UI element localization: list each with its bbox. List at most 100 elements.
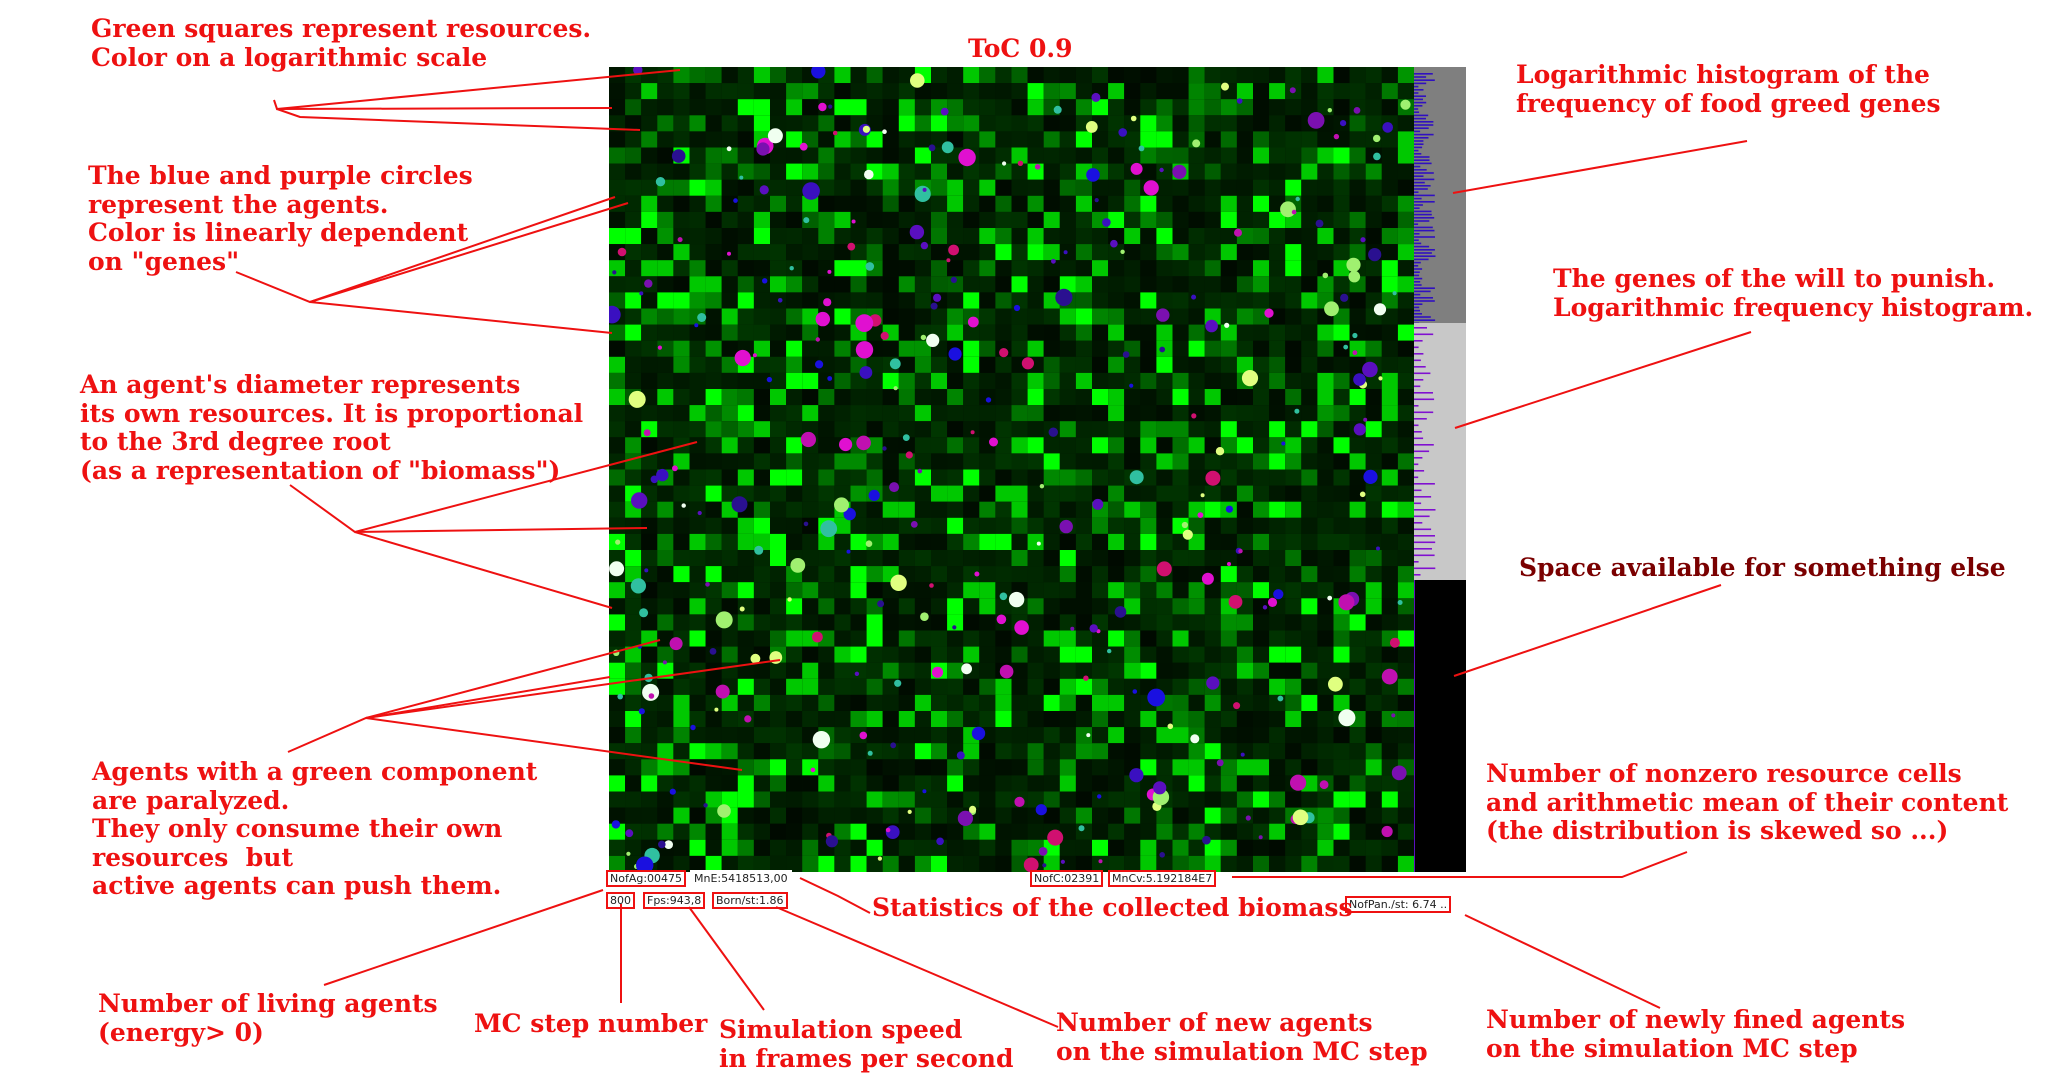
resource-cell <box>1156 598 1173 615</box>
resource-cell <box>1397 630 1414 647</box>
resource-cell <box>1269 711 1286 728</box>
resource-cell <box>1381 67 1398 84</box>
resource-cell <box>1204 662 1221 679</box>
resource-cell <box>753 775 770 792</box>
resource-cell <box>1365 566 1382 583</box>
resource-cell <box>1011 855 1028 872</box>
resource-cell <box>947 501 964 518</box>
resource-cell <box>866 99 883 116</box>
resource-cell <box>1124 67 1141 84</box>
resource-cell <box>1124 308 1141 325</box>
simulation-grid[interactable] <box>609 67 1414 872</box>
resource-cell <box>1301 292 1318 309</box>
resource-cell <box>1156 614 1173 631</box>
agent-circle <box>1234 228 1242 237</box>
resource-cell <box>866 372 883 389</box>
resource-cell <box>1156 517 1173 534</box>
resource-cell <box>1011 839 1028 856</box>
resource-cell <box>1349 308 1366 325</box>
resource-cell <box>673 437 690 454</box>
resource-cell <box>1011 179 1028 196</box>
resource-cell <box>609 211 626 228</box>
resource-cell <box>609 195 626 212</box>
resource-cell <box>1301 614 1318 631</box>
agent-circle <box>1392 291 1397 296</box>
resource-cell <box>1269 678 1286 695</box>
resource-cell <box>995 775 1012 792</box>
agent-circle <box>1039 484 1045 489</box>
resource-cell <box>1108 67 1125 84</box>
resource-cell <box>1156 356 1173 373</box>
resource-cell <box>1011 550 1028 567</box>
agent-circle <box>697 510 702 516</box>
resource-cell <box>931 598 948 615</box>
resource-cell <box>866 115 883 132</box>
resource-cell <box>963 131 980 148</box>
resource-cell <box>1011 211 1028 228</box>
resource-cell <box>834 662 851 679</box>
histogram-bar <box>1414 297 1433 299</box>
resource-cell <box>1188 485 1205 502</box>
resource-cell <box>818 389 835 406</box>
resource-cell <box>657 614 674 631</box>
resource-cell <box>1156 292 1173 309</box>
resource-cell <box>1253 630 1270 647</box>
simulation-canvas[interactable] <box>609 67 1414 872</box>
resource-cell <box>979 694 996 711</box>
resource-cell <box>1236 614 1253 631</box>
resource-cell <box>1381 292 1398 309</box>
resource-cell <box>1317 147 1334 164</box>
agent-circle <box>694 323 699 328</box>
agent-circle <box>705 582 710 587</box>
resource-cell <box>963 839 980 856</box>
resource-cell <box>1204 163 1221 180</box>
resource-cell <box>1317 646 1334 663</box>
resource-cell <box>1027 147 1044 164</box>
resource-cell <box>1204 405 1221 422</box>
resource-cell <box>1301 469 1318 486</box>
resource-cell <box>1172 147 1189 164</box>
resource-cell <box>1011 372 1028 389</box>
resource-cell <box>1397 147 1414 164</box>
resource-cell <box>1108 711 1125 728</box>
resource-cell <box>770 99 787 116</box>
resource-cell <box>1365 694 1382 711</box>
resource-cell <box>931 823 948 840</box>
resource-cell <box>1204 115 1221 132</box>
resource-cell <box>1027 131 1044 148</box>
resource-cell <box>1011 131 1028 148</box>
resource-cell <box>786 389 803 406</box>
resource-cell <box>979 598 996 615</box>
resource-cell <box>1027 99 1044 116</box>
resource-cell <box>1365 582 1382 599</box>
resource-cell <box>1236 646 1253 663</box>
resource-cell <box>1317 67 1334 84</box>
agent-circle <box>985 397 992 403</box>
agent-circle <box>920 612 929 621</box>
resource-cell <box>1365 630 1382 647</box>
resource-cell <box>1124 372 1141 389</box>
agent-circle <box>1373 303 1387 316</box>
resource-cell <box>1236 791 1253 808</box>
histogram-bar <box>1414 496 1432 498</box>
resource-cell <box>705 405 722 422</box>
resource-cell <box>914 775 931 792</box>
resource-cell <box>1365 453 1382 470</box>
resource-cell <box>1092 533 1109 550</box>
resource-cell <box>721 356 738 373</box>
resource-cell <box>850 469 867 486</box>
agent-circle <box>1363 469 1378 484</box>
resource-cell <box>1253 759 1270 776</box>
resource-cell <box>979 614 996 631</box>
resource-cell <box>947 195 964 212</box>
resource-cell <box>1172 727 1189 744</box>
agent-circle <box>1360 237 1366 243</box>
resource-cell <box>1220 485 1237 502</box>
resource-cell <box>721 839 738 856</box>
resource-cell <box>1204 630 1221 647</box>
agent-circle <box>1391 713 1396 718</box>
resource-cell <box>850 421 867 438</box>
resource-cell <box>1188 791 1205 808</box>
resource-cell <box>1317 131 1334 148</box>
agent-circle <box>657 345 662 350</box>
